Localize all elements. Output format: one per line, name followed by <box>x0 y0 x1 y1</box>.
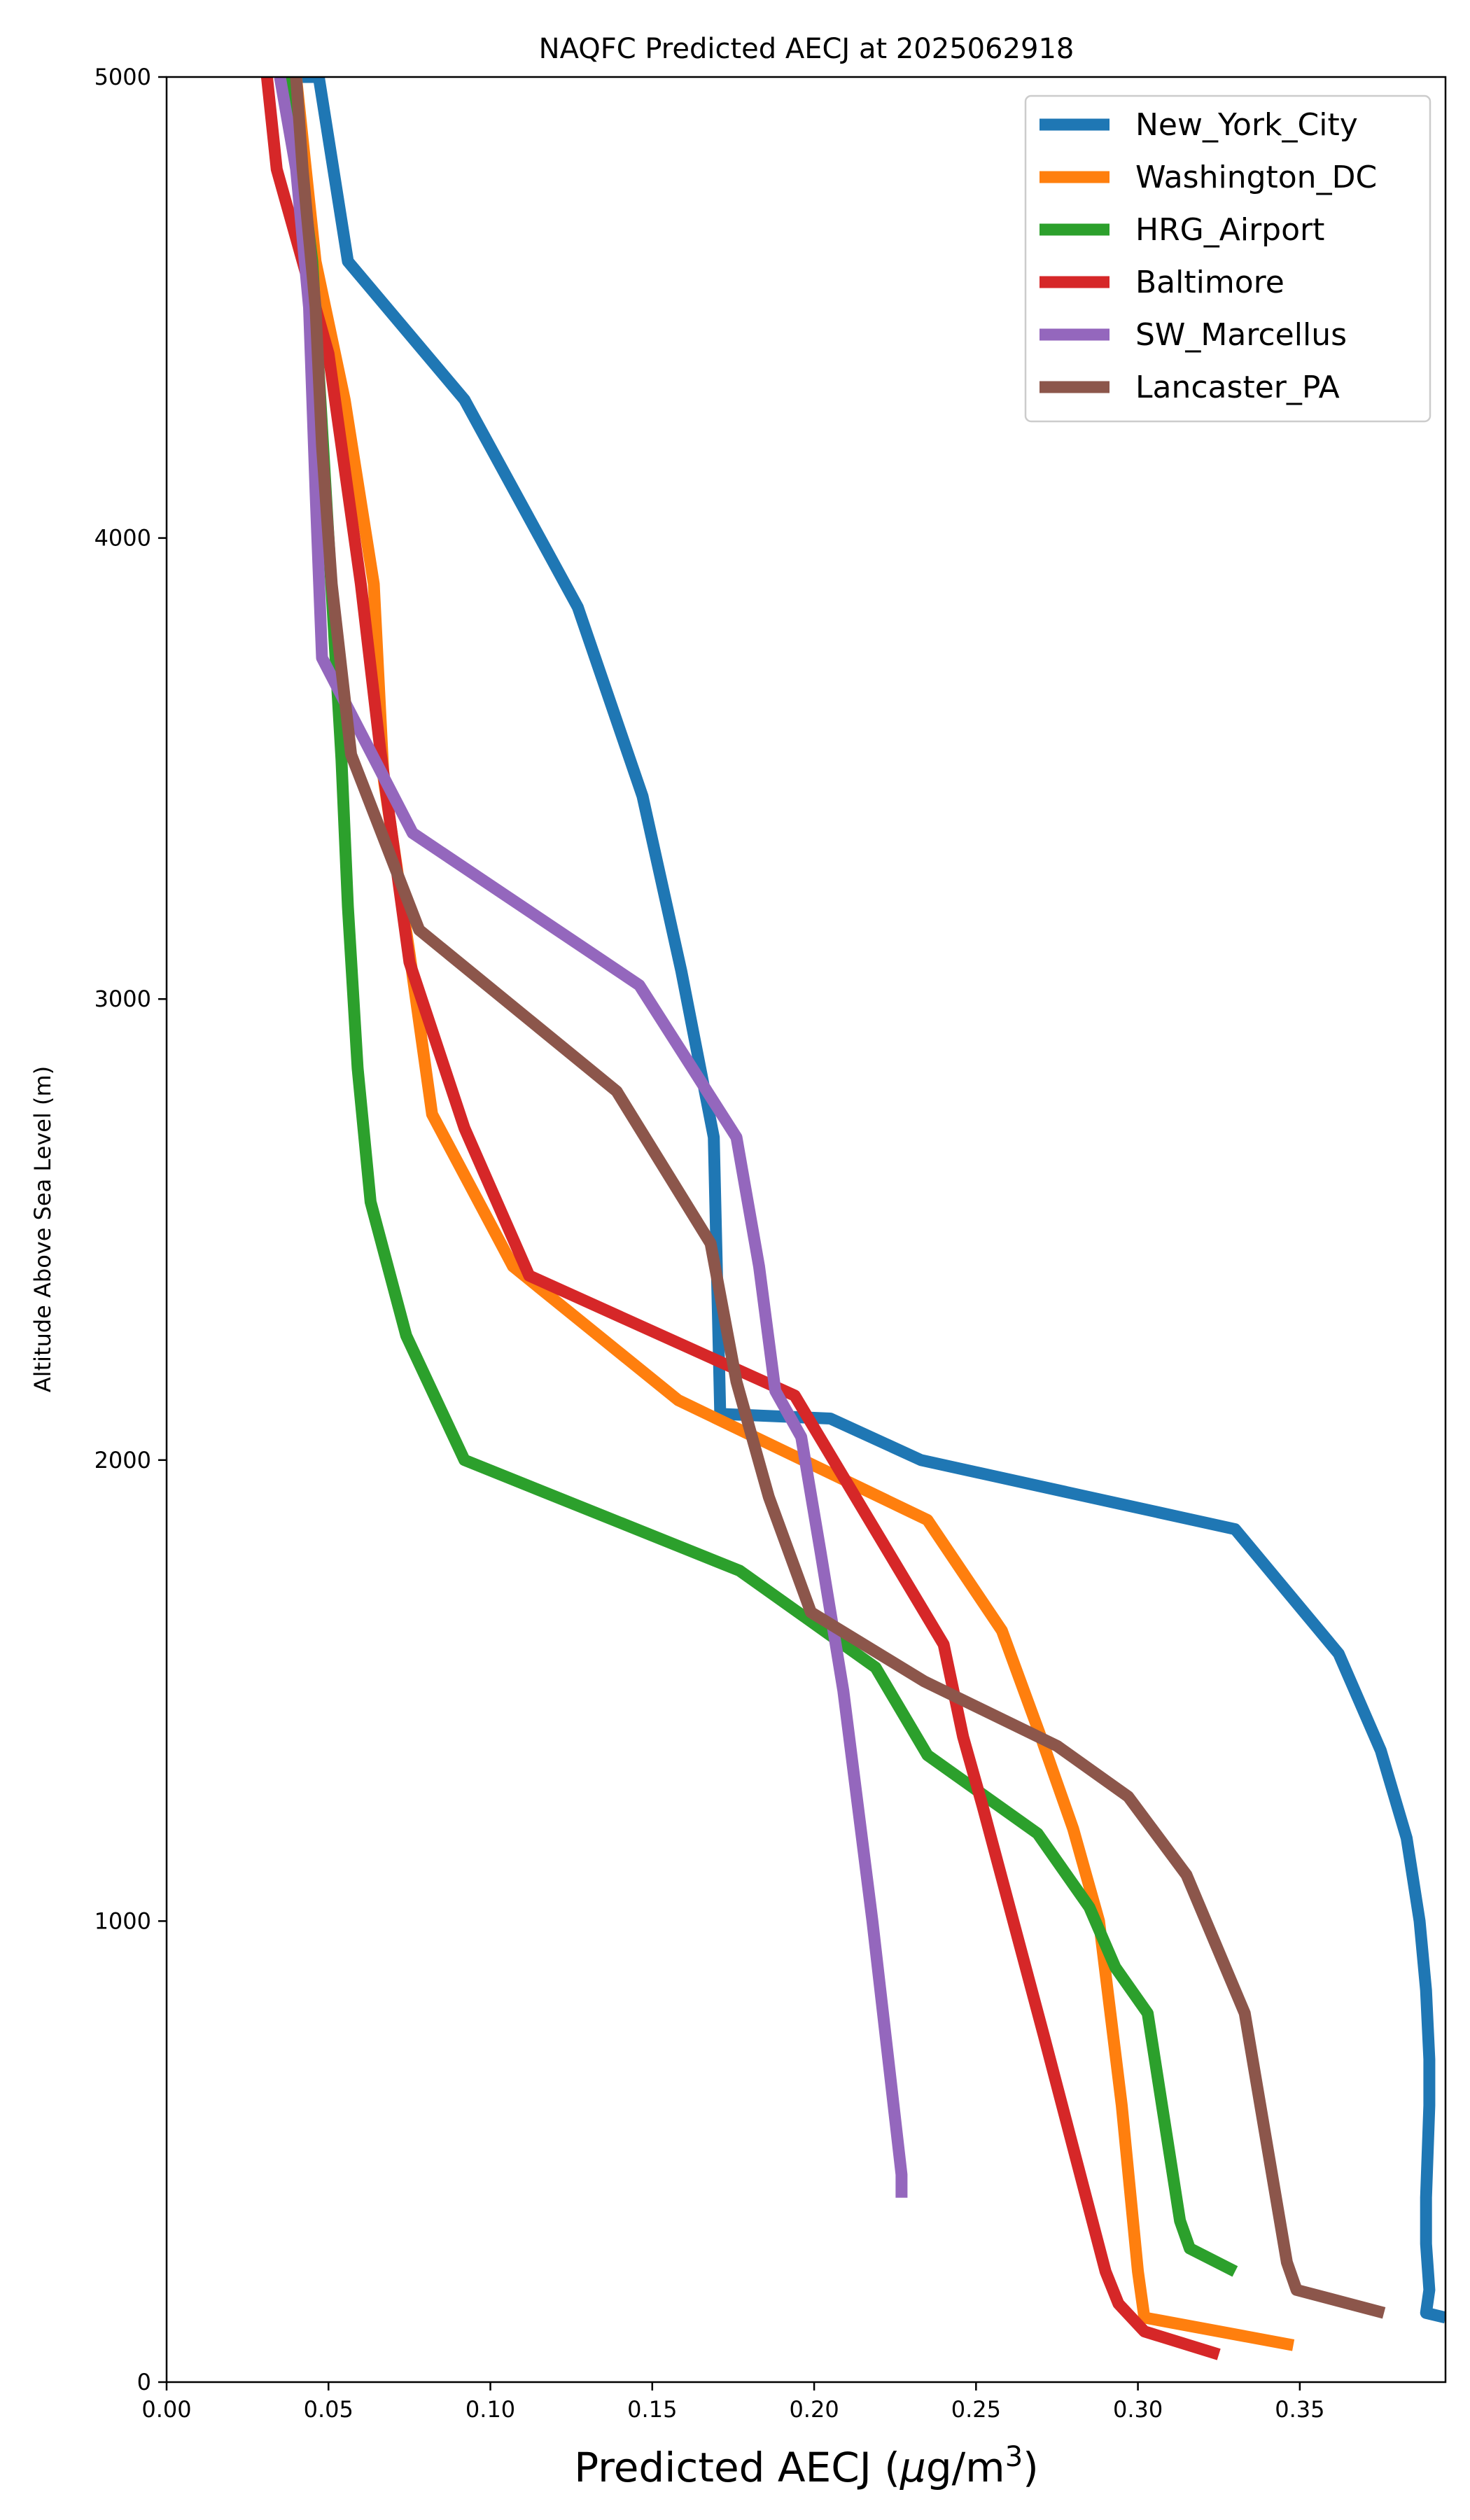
x-axis-label-mu: μ <box>899 2444 926 2491</box>
series-line-lancaster-pa <box>290 77 1386 2319</box>
y-tick-label: 0 <box>137 2369 151 2395</box>
x-axis-label-main: Predicted AECJ ( <box>574 2444 900 2491</box>
legend-label: Lancaster_PA <box>1135 370 1340 405</box>
x-tick-label: 0.15 <box>627 2396 677 2423</box>
y-tick-label: 1000 <box>94 1907 151 1934</box>
x-axis-label-exp: 3 <box>1005 2441 1023 2473</box>
x-tick-label: 0.20 <box>789 2396 839 2423</box>
y-ticks: 0 1000 2000 3000 4000 5000 <box>94 64 167 2395</box>
series-line-baltimore <box>260 77 1221 2360</box>
y-tick-label: 4000 <box>94 525 151 552</box>
y-tick-label: 3000 <box>94 986 151 1012</box>
x-axis-label-unit: g/m <box>926 2444 1005 2491</box>
series-layer <box>260 77 1446 2360</box>
legend-label: Baltimore <box>1135 265 1284 300</box>
legend: New_York_City Washington_DC HRG_Airport Bal… <box>1024 94 1432 423</box>
series-line-new-york-city <box>296 77 1446 2324</box>
x-tick-label: 0.00 <box>141 2396 191 2423</box>
y-tick-label: 5000 <box>94 64 151 90</box>
x-tick-label: 0.05 <box>304 2396 354 2423</box>
chart-title: NAQFC Predicted AECJ at 2025062918 <box>539 33 1074 65</box>
series-line-sw-marcellus <box>274 77 908 2198</box>
legend-label: New_York_City <box>1135 107 1358 143</box>
x-tick-label: 0.30 <box>1113 2396 1163 2423</box>
y-tick-label: 2000 <box>94 1447 151 1474</box>
x-axis-label-close: ) <box>1023 2444 1039 2491</box>
legend-label: HRG_Airport <box>1135 212 1324 248</box>
legend-items: New_York_City Washington_DC HRG_Airport Bal… <box>1040 107 1377 405</box>
series-line-hrg-airport <box>284 77 1238 2277</box>
x-ticks: 0.00 0.05 0.10 0.15 0.20 0.25 0.30 0.35 <box>141 2382 1324 2423</box>
legend-label: SW_Marcellus <box>1135 317 1347 353</box>
legend-box <box>1024 94 1432 423</box>
x-tick-label: 0.10 <box>465 2396 515 2423</box>
x-tick-label: 0.35 <box>1275 2396 1324 2423</box>
x-axis-label: Predicted AECJ (μg/m3) <box>574 2441 1039 2491</box>
legend-label: Washington_DC <box>1135 160 1377 195</box>
y-axis-label: Altitude Above Sea Level (m) <box>29 1066 56 1392</box>
plot-frame <box>165 76 1447 2384</box>
x-tick-label: 0.25 <box>951 2396 1001 2423</box>
